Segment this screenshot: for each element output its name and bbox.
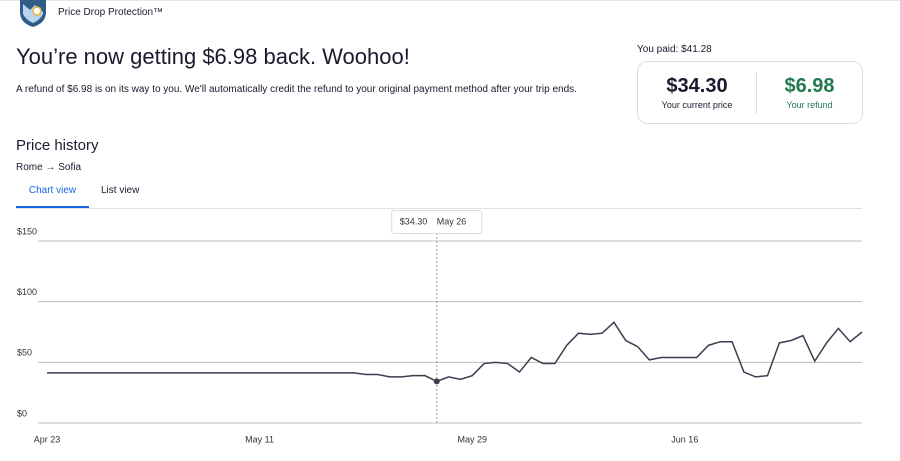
y-tick-label: $0 bbox=[17, 408, 27, 418]
tooltip-date: May 26 bbox=[437, 216, 467, 226]
summary-card bbox=[637, 61, 863, 124]
route: Rome → Sofia bbox=[16, 162, 82, 173]
y-tick-label: $150 bbox=[17, 226, 37, 236]
tab[interactable]: List view bbox=[101, 185, 140, 196]
refund-message: A refund of $6.98 is on its way to you. … bbox=[16, 84, 577, 95]
brand-icon-coin bbox=[32, 6, 42, 16]
x-tick-label: Apr 23 bbox=[34, 434, 61, 444]
x-tick-label: Jun 16 bbox=[671, 434, 698, 444]
tooltip-price: $34.30 bbox=[400, 216, 428, 226]
refund-amount: $6.98 bbox=[784, 75, 835, 97]
refund-label: Your refund bbox=[786, 100, 833, 110]
x-tick-label: May 29 bbox=[457, 434, 487, 444]
y-tick-label: $50 bbox=[17, 348, 32, 358]
tooltip bbox=[391, 210, 483, 234]
price-chart: $0 $50 $100 $150 Apr 23 May 11 May 29 Jun 16 $34… bbox=[17, 210, 863, 444]
section-heading: Price history bbox=[16, 137, 99, 154]
page-title: You’re now getting $6.98 back. Woohoo! bbox=[16, 44, 410, 69]
x-tick-label: May 11 bbox=[245, 434, 274, 444]
brand: Price Drop Protection™ bbox=[58, 7, 164, 18]
price-line bbox=[47, 321, 863, 383]
paid-label: You paid: $41.28 bbox=[637, 44, 712, 55]
current-price: $34.30 bbox=[666, 75, 728, 97]
current-price-label: Your current price bbox=[661, 100, 733, 110]
selected-point bbox=[433, 378, 440, 385]
y-tick-label: $100 bbox=[17, 287, 37, 297]
tab[interactable]: Chart view bbox=[28, 185, 77, 196]
